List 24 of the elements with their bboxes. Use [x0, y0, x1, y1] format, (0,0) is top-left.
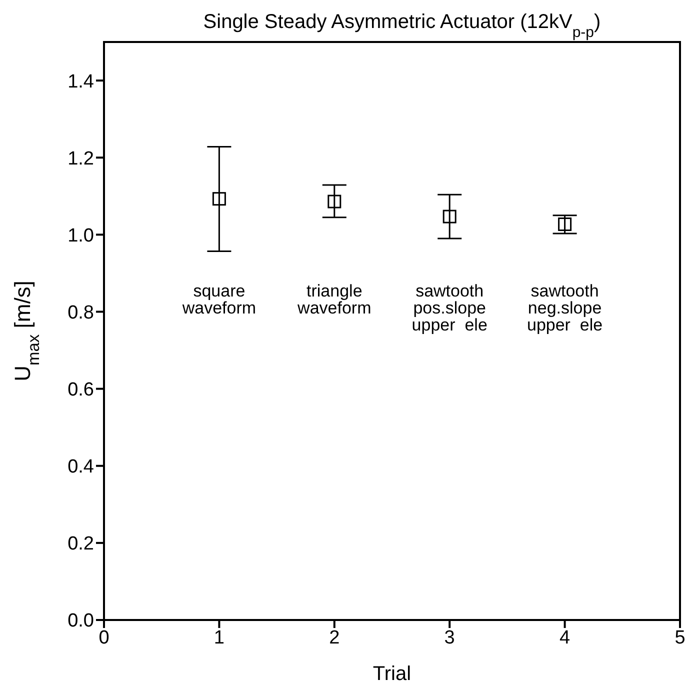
x-tick-label: 0	[98, 627, 110, 648]
y-tick-label: 0.2	[68, 534, 94, 555]
chart-title: Single Steady Asymmetric Actuator (12kV$_{p-p}$)	[203, 11, 601, 40]
y-tick-label: 0.0	[68, 610, 94, 632]
y-tick-label: 1.4	[68, 71, 94, 92]
annotation: sawtooth pos.slope upper ele	[412, 281, 488, 334]
y-tick-label: 1.0	[68, 225, 94, 246]
annotation: sawtooth neg.slope upper ele	[526, 281, 603, 334]
x-tick-label: 2	[329, 627, 340, 648]
point	[558, 218, 572, 232]
x-axis-title: Trial	[372, 663, 412, 685]
x-tick-label: 5	[674, 627, 686, 648]
point	[442, 210, 456, 224]
x-tick-label: 3	[444, 627, 455, 648]
x-tick-label: 4	[560, 627, 571, 648]
y-tick-label: 0.6	[68, 380, 94, 401]
annotation: square waveform	[181, 281, 256, 318]
y-tick-label: 0.4	[68, 456, 94, 478]
point	[328, 194, 342, 208]
y-tick-label: 1.2	[68, 148, 94, 170]
annotation: triangle waveform	[296, 281, 372, 318]
y-tick-label: 0.8	[68, 302, 94, 324]
point	[212, 192, 226, 206]
x-tick-label: 1	[214, 627, 224, 648]
